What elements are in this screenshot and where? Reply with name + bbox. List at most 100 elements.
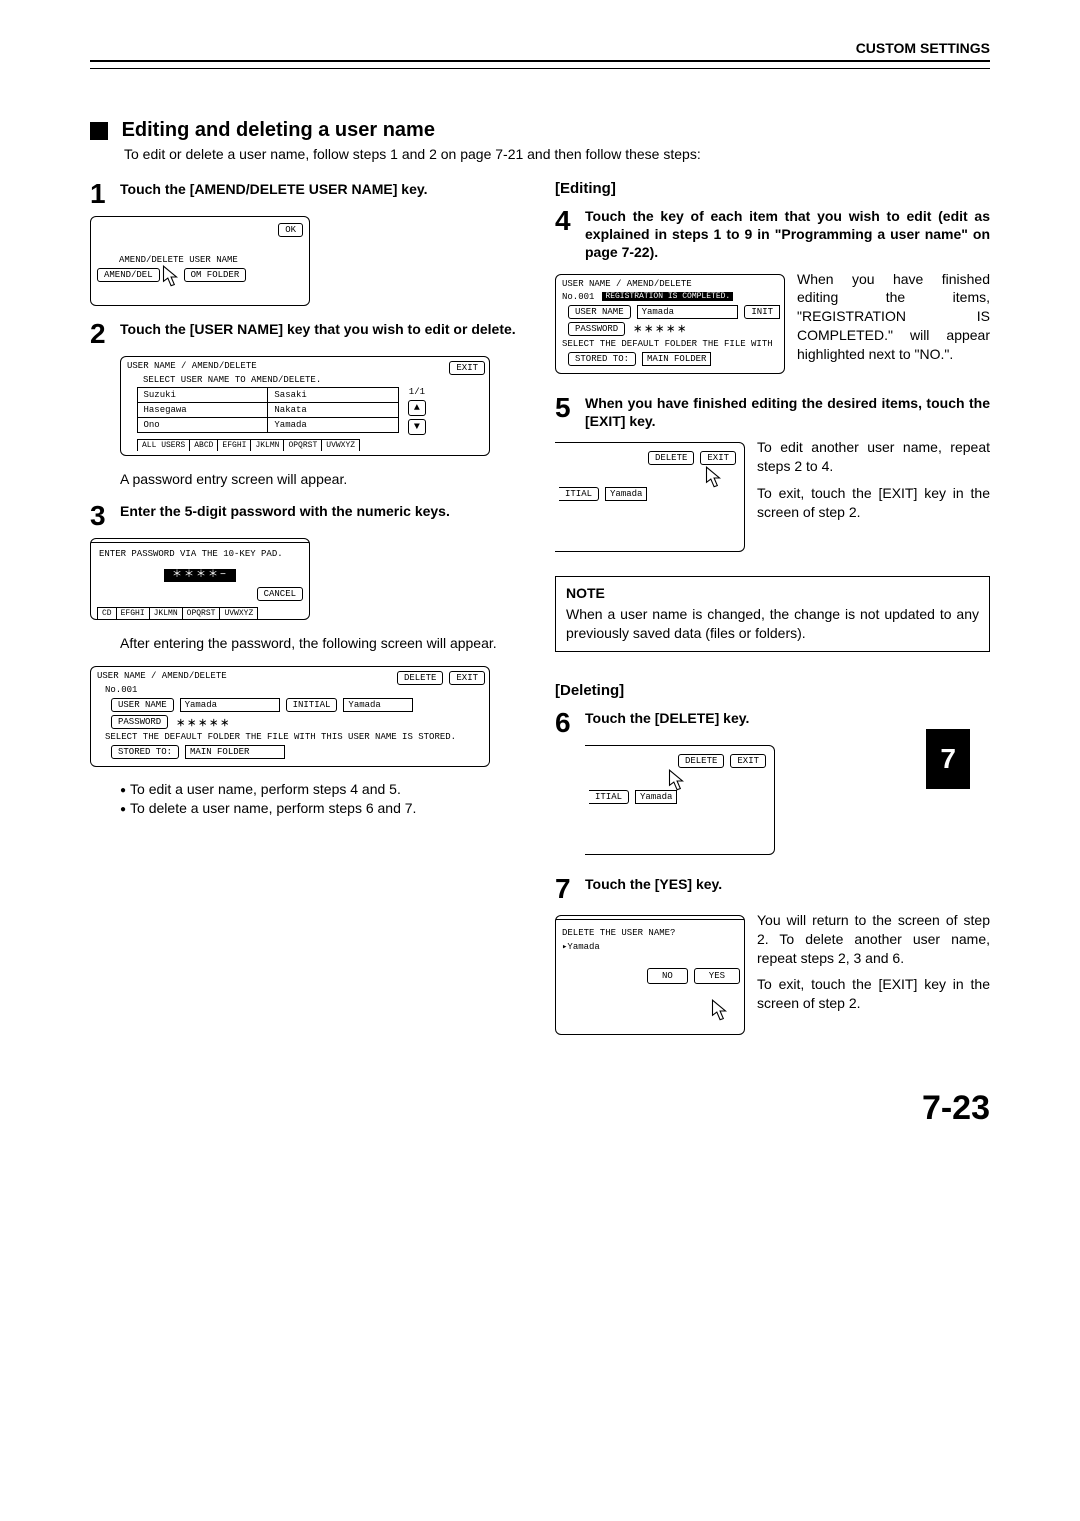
fig3-tab-1: EFGHI (116, 607, 150, 619)
step-7-text: Touch the [YES] key. (585, 875, 722, 903)
step-7: 7 Touch the [YES] key. (555, 875, 990, 903)
after-step5b: To exit, touch the [EXIT] key in the scr… (757, 484, 990, 522)
step-3-text: Enter the 5-digit password with the nume… (120, 502, 450, 530)
fig1-line1: AMEND/DELETE USER NAME (117, 255, 303, 265)
fig6-itial: ITIAL (559, 487, 599, 501)
fig8-title: DELETE THE USER NAME? (560, 928, 740, 938)
fig4-stored: MAIN FOLDER (185, 745, 285, 759)
fig4-init: Yamada (343, 698, 413, 712)
fig7-exit: EXIT (730, 754, 766, 768)
step-6-text: Touch the [DELETE] key. (585, 709, 749, 737)
step-1-text: Touch the [AMEND/DELETE USER NAME] key. (120, 180, 428, 208)
fig2-name-5: Yamada (267, 417, 399, 433)
step-4-num: 4 (555, 207, 585, 262)
header-label: CUSTOM SETTINGS (90, 40, 990, 56)
step-2: 2 Touch the [USER NAME] key that you wis… (90, 320, 525, 348)
fig1-ok-btn: OK (278, 223, 303, 237)
deleting-heading: [Deleting] (555, 682, 990, 699)
column-left: 1 Touch the [AMEND/DELETE USER NAME] key… (90, 180, 525, 1039)
figure-4: USER NAME / AMEND/DELETE DELETE EXIT No.… (90, 666, 490, 767)
fig3-tab-3: OPQRST (182, 607, 221, 619)
step-5-num: 5 (555, 394, 585, 430)
header-rule-thick (90, 60, 990, 62)
step-1: 1 Touch the [AMEND/DELETE USER NAME] key… (90, 180, 525, 208)
fig2-tab-2: EFGHI (217, 439, 251, 451)
fig5-title: USER NAME / AMEND/DELETE (560, 279, 780, 289)
step-6: 6 Touch the [DELETE] key. (555, 709, 990, 737)
figure-2: USER NAME / AMEND/DELETE EXIT SELECT USE… (120, 356, 490, 456)
section-bullet-square (90, 122, 108, 140)
fig2-name-2: Hasegawa (137, 402, 269, 418)
fig2-tab-5: UVWXYZ (321, 439, 360, 451)
section-subtitle: To edit or delete a user name, follow st… (124, 146, 990, 162)
fig7-itial: ITIAL (589, 790, 629, 804)
fig4-pw: ＊＊＊＊＊ (174, 716, 233, 729)
step-4: 4 Touch the key of each item that you wi… (555, 207, 990, 262)
fig2-subtitle: SELECT USER NAME TO AMEND/DELETE. (141, 375, 485, 385)
fig4-uname-lbl: USER NAME (111, 698, 174, 712)
fig5-init: INIT (744, 305, 780, 319)
after-step3-text: After entering the password, the followi… (120, 634, 525, 652)
fig5-uname-lbl: USER NAME (568, 305, 631, 319)
after-step5a: To edit another user name, repeat steps … (757, 438, 990, 476)
fig1-btn2: OM FOLDER (184, 268, 247, 282)
step-4-text: Touch the key of each item that you wish… (585, 207, 990, 262)
note-box: NOTE When a user name is changed, the ch… (555, 576, 990, 652)
fig4-exit: EXIT (449, 671, 485, 685)
bullet-1: To delete a user name, perform steps 6 a… (120, 800, 525, 816)
fig6-exit: EXIT (700, 451, 736, 465)
fig5-stored: MAIN FOLDER (642, 352, 711, 366)
note-title: NOTE (566, 585, 979, 601)
fig2-tab-1: ABCD (189, 439, 218, 451)
page-number: 7-23 (90, 1089, 990, 1128)
editing-heading: [Editing] (555, 180, 990, 197)
fig3-title: ENTER PASSWORD VIA THE 10-KEY PAD. (97, 549, 303, 559)
fig2-page: 1/1 (407, 387, 427, 397)
fig5-line: SELECT THE DEFAULT FOLDER THE FILE WITH (560, 339, 780, 349)
cursor-icon (706, 998, 732, 1028)
down-arrow-icon: ▼ (408, 419, 426, 435)
up-arrow-icon: ▲ (408, 400, 426, 416)
figure-3: ENTER PASSWORD VIA THE 10-KEY PAD. ＊＊＊＊−… (90, 538, 310, 620)
after-step7b: To exit, touch the [EXIT] key in the scr… (757, 975, 990, 1013)
fig5-pw-lbl: PASSWORD (568, 322, 625, 336)
fig4-pw-lbl: PASSWORD (111, 715, 168, 729)
figure-6: DELETE EXIT ITIAL Yamada (555, 442, 745, 552)
figure-1: OK AMEND/DELETE USER NAME AMEND/DEL OM F… (90, 216, 310, 306)
fig3-stars: ＊＊＊＊− (164, 569, 236, 582)
fig6-delete: DELETE (648, 451, 694, 465)
fig2-name-1: Sasaki (267, 387, 399, 403)
fig2-name-4: Ono (137, 417, 269, 433)
fig5-no: No.001 (560, 292, 596, 302)
fig4-delete: DELETE (397, 671, 443, 685)
fig3-tab-0: CD (97, 607, 117, 619)
figure-8: DELETE THE USER NAME? ▸Yamada NO YES (555, 915, 745, 1035)
fig4-no: No.001 (103, 685, 485, 695)
section-title-text: Editing and deleting a user name (122, 119, 435, 141)
cursor-icon (157, 264, 183, 294)
step-3-num: 3 (90, 502, 120, 530)
fig5-stored-lbl: STORED TO: (568, 352, 636, 366)
cursor-icon (700, 465, 726, 495)
fig2-name-0: Suzuki (137, 387, 269, 403)
figure-7: DELETE EXIT ITIAL Yamada (585, 745, 775, 855)
fig5-reg: REGISTRATION IS COMPLETED. (602, 292, 733, 301)
side-tab: 7 (926, 729, 970, 789)
section-title: Editing and deleting a user name (90, 119, 990, 142)
column-right: [Editing] 4 Touch the key of each item t… (555, 180, 990, 1039)
after-step7a: You will return to the screen of step 2.… (757, 911, 990, 968)
fig8-yes: YES (694, 968, 740, 984)
cursor-icon (663, 768, 689, 798)
fig6-name: Yamada (605, 487, 647, 501)
fig2-name-3: Nakata (267, 402, 399, 418)
bullets: To edit a user name, perform steps 4 and… (120, 781, 525, 816)
fig3-tab-4: UVWXYZ (219, 607, 258, 619)
fig2-tab-3: JKLMN (250, 439, 284, 451)
fig3-cancel: CANCEL (257, 587, 303, 601)
fig8-no: NO (647, 968, 688, 984)
fig4-line: SELECT THE DEFAULT FOLDER THE FILE WITH … (103, 732, 485, 742)
step-7-num: 7 (555, 875, 585, 903)
step-5-text: When you have finished editing the desir… (585, 394, 990, 430)
fig2-exit: EXIT (449, 361, 485, 375)
fig4-init-lbl: INITIAL (286, 698, 338, 712)
